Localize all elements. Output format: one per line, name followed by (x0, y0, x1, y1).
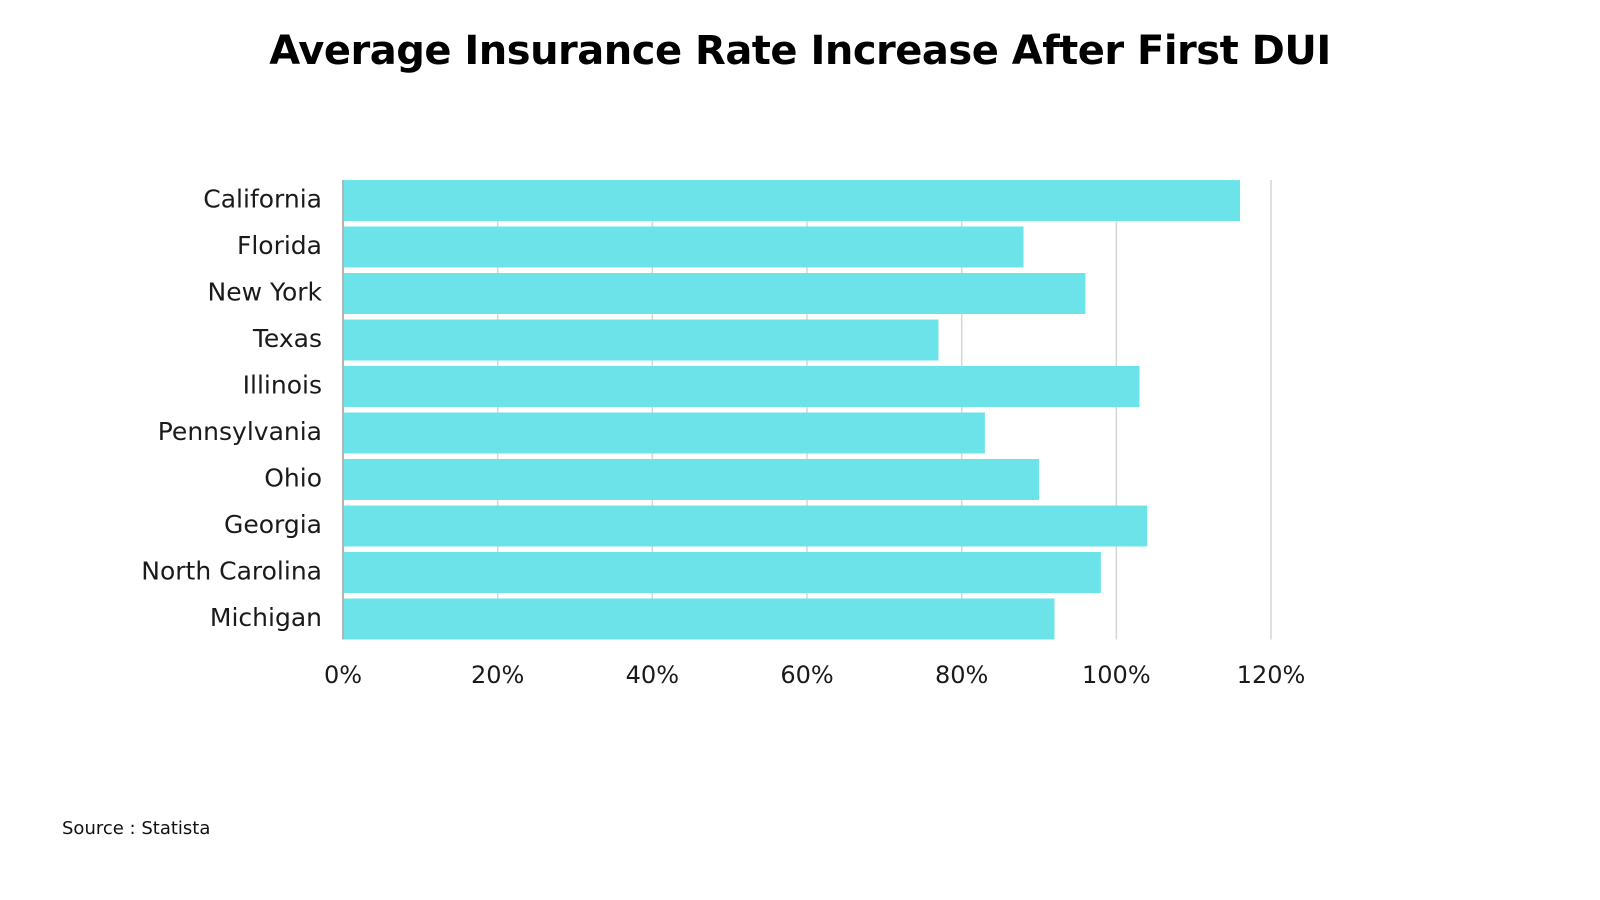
bar-michigan (344, 598, 1055, 640)
bar-georgia (344, 505, 1148, 547)
bar-texas (344, 319, 939, 361)
x-tick-label: 60% (780, 661, 833, 689)
x-tick-label: 120% (1237, 661, 1306, 689)
category-label: Florida (237, 231, 322, 260)
bar-illinois (344, 366, 1140, 407)
bar-pennsylvania (344, 412, 985, 454)
x-tick-label: 20% (471, 661, 524, 689)
bars (344, 180, 1241, 640)
bar-ohio (344, 459, 1039, 500)
category-label: Georgia (224, 510, 322, 539)
x-tick-label: 0% (324, 661, 362, 689)
bar-california (344, 180, 1241, 221)
bar-north-carolina (344, 552, 1101, 593)
category-label: New York (208, 278, 323, 307)
x-tick-label: 80% (935, 661, 988, 689)
category-label: Michigan (210, 603, 322, 632)
chart-title: Average Insurance Rate Increase After Fi… (269, 28, 1331, 74)
bar-florida (344, 226, 1024, 268)
category-label: North Carolina (141, 557, 322, 586)
x-tick-label: 100% (1082, 661, 1151, 689)
source-note: Source : Statista (62, 818, 211, 839)
category-label: California (203, 185, 322, 214)
category-label: Ohio (264, 464, 322, 493)
x-axis-tick-labels: 0% 20% 40% 60% 80% 100% 120% (324, 661, 1305, 689)
bar-new-york (344, 273, 1086, 314)
x-tick-label: 40% (626, 661, 679, 689)
category-label: Texas (252, 324, 322, 353)
category-labels: California Florida New York Texas Illinois Pe… (141, 185, 322, 633)
category-label: Pennsylvania (158, 417, 322, 446)
category-label: Illinois (243, 371, 322, 400)
